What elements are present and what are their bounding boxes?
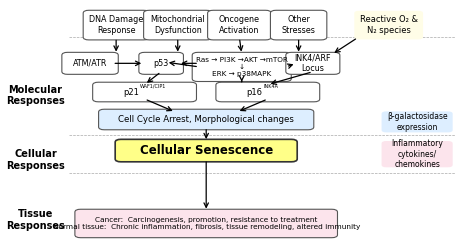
Text: Oncogene
Activation: Oncogene Activation: [219, 15, 260, 35]
FancyBboxPatch shape: [354, 11, 423, 39]
FancyBboxPatch shape: [144, 10, 212, 40]
Text: Reactive O₂ &
N₂ species: Reactive O₂ & N₂ species: [360, 15, 418, 35]
FancyBboxPatch shape: [382, 111, 453, 132]
Text: p21: p21: [123, 87, 139, 97]
FancyBboxPatch shape: [216, 82, 319, 102]
Text: Tissue
Responses: Tissue Responses: [6, 209, 65, 231]
FancyBboxPatch shape: [62, 52, 118, 74]
FancyBboxPatch shape: [192, 52, 291, 81]
FancyBboxPatch shape: [208, 10, 271, 40]
Text: Other
Stresses: Other Stresses: [282, 15, 316, 35]
Text: Inflammatory
cytokines/
chemokines: Inflammatory cytokines/ chemokines: [391, 139, 443, 169]
FancyBboxPatch shape: [139, 52, 183, 74]
FancyBboxPatch shape: [83, 10, 149, 40]
FancyBboxPatch shape: [115, 139, 297, 162]
FancyBboxPatch shape: [92, 82, 196, 102]
Text: Cancer:  Carcinogenesis, promotion, resistance to treatment
Normal tissue:  Chro: Cancer: Carcinogenesis, promotion, resis…: [53, 217, 360, 230]
Text: WAF1/CIP1: WAF1/CIP1: [140, 84, 166, 89]
FancyBboxPatch shape: [382, 141, 453, 167]
Text: β-galactosidase
expression: β-galactosidase expression: [387, 112, 447, 132]
Text: ATM/ATR: ATM/ATR: [73, 59, 107, 68]
Text: Cellular Senescence: Cellular Senescence: [139, 144, 273, 157]
Text: Cell Cycle Arrest, Morphological changes: Cell Cycle Arrest, Morphological changes: [118, 115, 294, 124]
Text: INK4/ARF
Locus: INK4/ARF Locus: [294, 54, 331, 73]
Text: DNA Damage
Response: DNA Damage Response: [89, 15, 143, 35]
FancyBboxPatch shape: [270, 10, 327, 40]
Text: p53: p53: [154, 59, 169, 68]
Text: INK4A: INK4A: [263, 84, 278, 89]
FancyBboxPatch shape: [99, 109, 314, 130]
FancyBboxPatch shape: [75, 209, 337, 238]
Text: p16: p16: [246, 87, 262, 97]
Text: Mitochondrial
Dysfunction: Mitochondrial Dysfunction: [150, 15, 205, 35]
Text: Ras → PI3K →AKT →mTOR
↓
ERK → p38MAPK: Ras → PI3K →AKT →mTOR ↓ ERK → p38MAPK: [196, 57, 288, 77]
Text: Cellular
Responses: Cellular Responses: [6, 149, 65, 171]
FancyBboxPatch shape: [286, 52, 340, 74]
Text: Molecular
Responses: Molecular Responses: [6, 85, 65, 106]
